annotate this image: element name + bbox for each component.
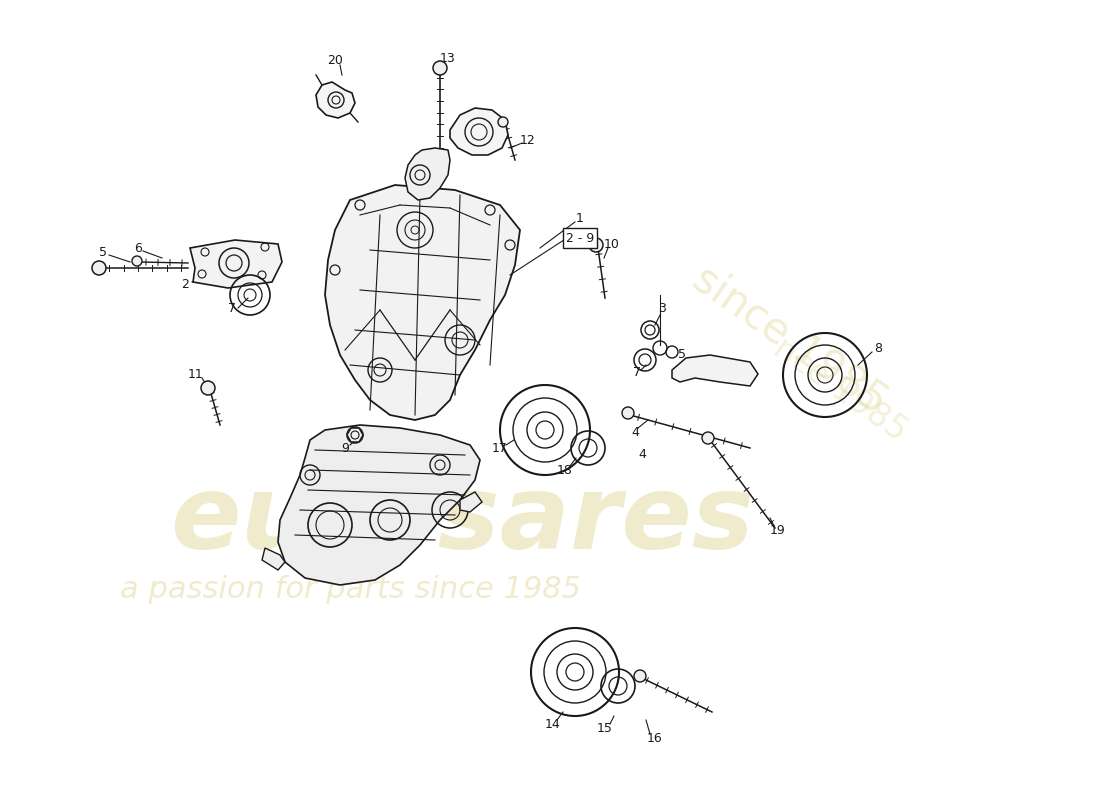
Text: 6: 6 — [134, 242, 142, 254]
Text: 15: 15 — [597, 722, 613, 734]
Polygon shape — [190, 240, 282, 288]
Text: 11: 11 — [188, 369, 204, 382]
Text: 8: 8 — [874, 342, 882, 354]
Text: 7: 7 — [228, 302, 236, 314]
Text: 13: 13 — [440, 51, 455, 65]
Circle shape — [92, 261, 106, 275]
Text: 4: 4 — [638, 449, 646, 462]
Text: 9: 9 — [341, 442, 349, 454]
Text: 12: 12 — [520, 134, 536, 146]
Polygon shape — [672, 355, 758, 386]
Text: 16: 16 — [647, 731, 663, 745]
Text: 3: 3 — [658, 302, 666, 314]
Text: 2 - 9: 2 - 9 — [565, 231, 594, 245]
Text: eurosares: eurosares — [170, 470, 754, 570]
Text: 19: 19 — [770, 523, 785, 537]
Circle shape — [201, 381, 214, 395]
Circle shape — [132, 256, 142, 266]
Text: since 1985: since 1985 — [685, 258, 895, 422]
Text: 17: 17 — [492, 442, 508, 454]
Text: 2: 2 — [182, 278, 189, 291]
Polygon shape — [324, 185, 520, 420]
Text: 20: 20 — [327, 54, 343, 66]
Polygon shape — [405, 148, 450, 200]
Polygon shape — [460, 492, 482, 512]
Text: 5: 5 — [678, 349, 686, 362]
Circle shape — [702, 432, 714, 444]
Circle shape — [498, 117, 508, 127]
Circle shape — [433, 61, 447, 75]
Text: a passion for parts since 1985: a passion for parts since 1985 — [120, 575, 581, 605]
Text: 1: 1 — [576, 211, 584, 225]
Circle shape — [621, 407, 634, 419]
Polygon shape — [262, 548, 285, 570]
Polygon shape — [346, 428, 363, 442]
Polygon shape — [278, 425, 480, 585]
Text: 14: 14 — [546, 718, 561, 730]
Text: 5: 5 — [99, 246, 107, 258]
Text: nce 1985: nce 1985 — [767, 332, 913, 448]
Circle shape — [588, 238, 603, 252]
Text: 18: 18 — [557, 463, 573, 477]
Circle shape — [634, 670, 646, 682]
Text: 4: 4 — [631, 426, 639, 438]
Polygon shape — [316, 82, 355, 118]
Polygon shape — [450, 108, 508, 155]
Text: 7: 7 — [632, 366, 641, 379]
Text: 10: 10 — [604, 238, 620, 251]
